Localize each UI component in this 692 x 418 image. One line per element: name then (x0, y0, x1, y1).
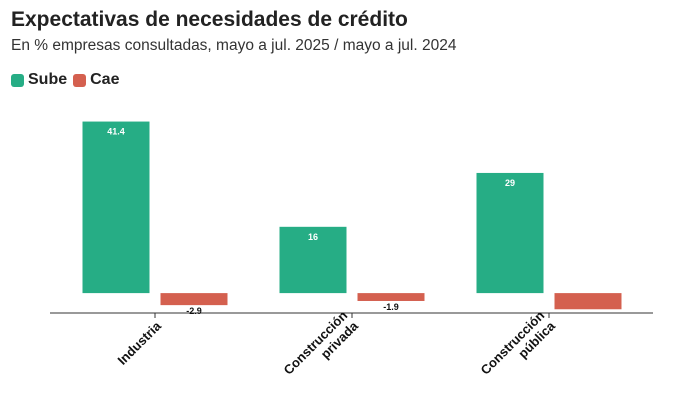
category-label-1: Construcciónprivada (280, 307, 361, 388)
legend-item-sube: Sube (11, 71, 67, 89)
legend-label-cae: Cae (90, 71, 120, 88)
bar-cae-0 (160, 293, 228, 306)
legend-label-sube: Sube (28, 71, 68, 88)
bar-sube-2 (476, 172, 544, 294)
bar-cae-1 (357, 293, 425, 301)
legend: Sube Cae (11, 71, 125, 89)
legend-swatch-cae (73, 73, 87, 87)
chart-title: Expectativas de necesidades de crédito (11, 8, 408, 31)
data-label-sube-0: 41.4 (107, 127, 125, 137)
legend-swatch-sube (11, 73, 24, 87)
bars-group (82, 121, 622, 310)
chart-subtitle: En % empresas consultadas, mayo a jul. 2… (11, 37, 457, 54)
x-ticks-group (154, 313, 550, 318)
bar-cae-2 (554, 293, 622, 310)
category-label-2: Construcciónpública (477, 307, 558, 388)
bar-sube-0 (82, 121, 150, 294)
data-label-sube-1: 16 (308, 232, 318, 242)
bar-sube-1 (279, 226, 347, 294)
data-label-cae-0: -2.9 (186, 306, 202, 316)
data-label-cae-1: -1.9 (383, 302, 399, 312)
category-label-0: Industria (115, 318, 165, 368)
data-label-sube-2: 29 (505, 178, 515, 188)
legend-item-cae: Cae (73, 71, 119, 89)
